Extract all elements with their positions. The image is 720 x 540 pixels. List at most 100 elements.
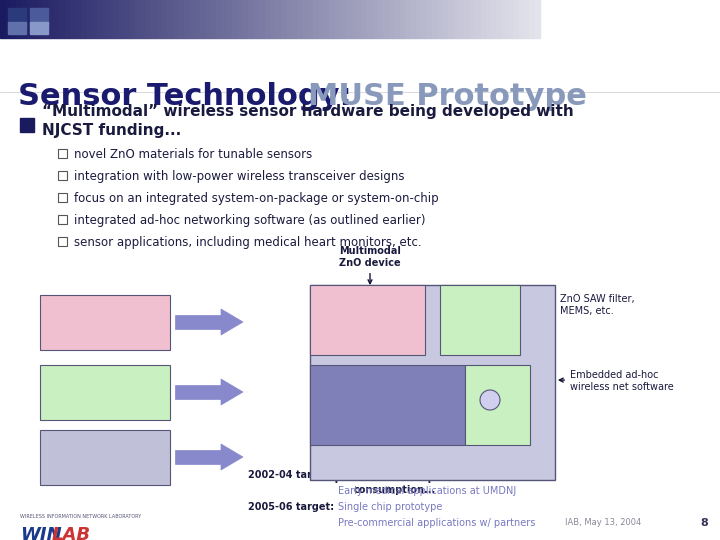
Circle shape: [480, 390, 500, 410]
Bar: [20, 118, 34, 132]
Bar: [6, 0, 11, 38]
Bar: [32, 0, 37, 38]
Bar: [497, 0, 502, 38]
Text: RF: RF: [472, 314, 489, 327]
Bar: [346, 0, 351, 38]
Bar: [307, 0, 313, 38]
Bar: [426, 0, 432, 38]
Text: WIRELESS INFORMATION NETWORK LABORATORY: WIRELESS INFORMATION NETWORK LABORATORY: [20, 514, 141, 519]
Bar: [97, 0, 102, 38]
Text: 8: 8: [700, 518, 708, 528]
Bar: [175, 385, 221, 399]
Bar: [335, 0, 340, 38]
Text: focus on an integrated system-on-package or system-on-chip: focus on an integrated system-on-package…: [74, 192, 438, 205]
Bar: [459, 0, 464, 38]
Bar: [503, 0, 508, 38]
Text: Sensor Device: Sensor Device: [60, 318, 150, 327]
Bar: [243, 0, 248, 38]
Bar: [11, 0, 17, 38]
Bar: [140, 0, 145, 38]
Bar: [130, 0, 135, 38]
Bar: [469, 0, 475, 38]
Bar: [297, 0, 302, 38]
Bar: [292, 0, 297, 38]
Bar: [205, 0, 211, 38]
Bar: [513, 0, 518, 38]
Bar: [135, 0, 140, 38]
Bar: [8, 22, 26, 34]
Bar: [492, 0, 497, 38]
Bar: [162, 0, 167, 38]
Bar: [270, 0, 275, 38]
Bar: [287, 0, 292, 38]
Bar: [232, 0, 238, 38]
Bar: [103, 0, 108, 38]
Polygon shape: [221, 309, 243, 335]
Bar: [454, 0, 459, 38]
Bar: [486, 0, 491, 38]
Text: LAB: LAB: [52, 526, 91, 540]
Bar: [265, 0, 270, 38]
Bar: [48, 0, 54, 38]
Bar: [86, 0, 92, 38]
Text: MUSE Prototype: MUSE Prototype: [308, 82, 587, 111]
Bar: [383, 0, 389, 38]
Bar: [400, 0, 405, 38]
Bar: [184, 0, 189, 38]
Bar: [253, 0, 259, 38]
Bar: [275, 0, 281, 38]
Bar: [189, 0, 194, 38]
Bar: [76, 0, 81, 38]
Bar: [211, 0, 216, 38]
Bar: [119, 0, 125, 38]
Bar: [313, 0, 318, 38]
Bar: [194, 0, 199, 38]
Text: Reduced functionality,
optimized for low power
consumption...: Reduced functionality, optimized for low…: [328, 462, 462, 495]
Bar: [310, 365, 465, 445]
Text: Pre-commercial applications w/ partners: Pre-commercial applications w/ partners: [338, 518, 536, 528]
Bar: [114, 0, 119, 38]
Bar: [167, 0, 173, 38]
Bar: [40, 430, 170, 485]
Bar: [179, 0, 184, 38]
Text: NJCST funding...: NJCST funding...: [42, 123, 181, 138]
Text: RF: RF: [97, 388, 113, 397]
Bar: [30, 22, 48, 34]
Bar: [302, 0, 308, 38]
Polygon shape: [221, 444, 243, 470]
Bar: [421, 0, 426, 38]
Bar: [151, 0, 157, 38]
Text: IAB, May 13, 2004: IAB, May 13, 2004: [565, 518, 642, 527]
Bar: [0, 0, 6, 38]
Bar: [65, 0, 71, 38]
Bar: [108, 0, 114, 38]
Text: Multimodal
ZnO device: Multimodal ZnO device: [339, 246, 401, 284]
Bar: [356, 0, 362, 38]
Bar: [58, 215, 67, 224]
Bar: [362, 0, 367, 38]
Text: Single chip prototype: Single chip prototype: [338, 502, 442, 512]
Bar: [145, 0, 151, 38]
Bar: [481, 0, 486, 38]
Bar: [40, 295, 170, 350]
Bar: [464, 0, 470, 38]
Text: Embedded ad-hoc
wireless net software: Embedded ad-hoc wireless net software: [559, 370, 674, 392]
Bar: [281, 0, 287, 38]
Text: 2005-06 target:: 2005-06 target:: [248, 502, 334, 512]
Bar: [508, 0, 513, 38]
Bar: [351, 0, 356, 38]
Bar: [475, 0, 481, 38]
Bar: [22, 0, 27, 38]
Bar: [43, 0, 49, 38]
Bar: [329, 0, 335, 38]
Bar: [367, 0, 373, 38]
Bar: [58, 193, 67, 202]
Text: ZnO SAW filter,
MEMS, etc.: ZnO SAW filter, MEMS, etc.: [524, 294, 634, 316]
Bar: [438, 0, 443, 38]
Bar: [216, 0, 222, 38]
Bar: [71, 0, 76, 38]
Bar: [518, 0, 523, 38]
Bar: [60, 0, 65, 38]
Bar: [58, 149, 67, 158]
Text: Sensor: Sensor: [345, 314, 390, 327]
